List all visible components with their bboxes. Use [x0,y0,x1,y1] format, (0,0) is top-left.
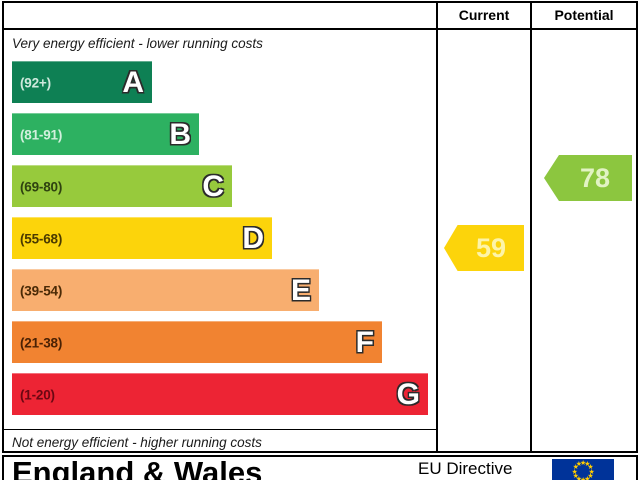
eu-flag-star: ★ [572,464,579,472]
eu-flag-star: ★ [584,475,591,480]
chart-header-row: Current Potential [4,3,636,30]
eu-flag-icon: ★★★★★★★★★★★★ [552,459,614,480]
potential-rating-arrow: 78 [544,155,632,201]
band-letter-c: C [202,169,224,203]
eu-flag-star: ★ [588,468,595,476]
eu-flag-star: ★ [571,468,578,476]
column-header-current: Current [436,3,530,28]
chart-frame: Current Potential Very energy efficient … [2,1,638,453]
band-range-b: (81-91) [20,127,63,142]
potential-rating-value: 78 [579,162,611,193]
eu-flag-star: ★ [587,472,594,480]
eu-flag-star: ★ [575,461,583,469]
column-header-potential: Potential [530,3,636,28]
band-letter-e: E [290,273,311,307]
band-bar-f: (21-38) F [12,321,382,363]
band-range-g: (1-20) [20,387,55,402]
band-bar-e: (39-54) E [12,269,319,311]
eu-flag-star: ★ [580,460,587,467]
eu-flag-star: ★ [587,464,594,472]
band-letter-a: A [122,65,144,99]
eu-flag-star: ★ [572,472,579,480]
caption-very-energy-efficient: Very energy efficient - lower running co… [12,36,263,51]
chart-footer: England & Wales EU Directive ★ ★ ★ ★ ★ ★ ★ ★ ★ ★ ★… [2,455,638,480]
band-letter-b: B [169,117,191,151]
band-range-d: (55-68) [20,231,63,246]
band-bar-c: (69-80) C [12,165,232,207]
column-divider-current [436,30,438,451]
current-rating-arrow: 59 [444,225,524,271]
band-bar-a: (92+) A [12,61,152,103]
caption-not-energy-efficient: Not energy efficient - higher running co… [12,435,262,450]
eu-flag-star: ★ [580,477,586,480]
band-range-c: (69-80) [20,179,63,194]
band-bars-group: (92+) A (81-91) B (69-80) C (55-68) D (39-54) E (2… [4,3,436,453]
caption-divider-bottom [4,429,436,430]
band-bar-d: (55-68) D [12,217,272,259]
eu-flag-star: ★ [584,461,591,469]
band-bar-b: (81-91) B [12,113,199,155]
current-rating-value: 59 [475,232,507,263]
band-range-e: (39-54) [20,283,63,298]
column-divider-potential [530,30,532,451]
footer-eu-directive-label: EU Directive [418,459,513,478]
band-range-f: (21-38) [20,335,63,350]
band-letter-g: G [396,377,420,411]
band-letter-f: F [355,325,374,359]
band-bar-g: (1-20) G [12,373,428,415]
band-letter-d: D [242,221,264,255]
band-range-a: (92+) [20,75,51,90]
eu-flag-star: ★ [575,475,583,480]
footer-region-title: England & Wales [12,455,263,480]
